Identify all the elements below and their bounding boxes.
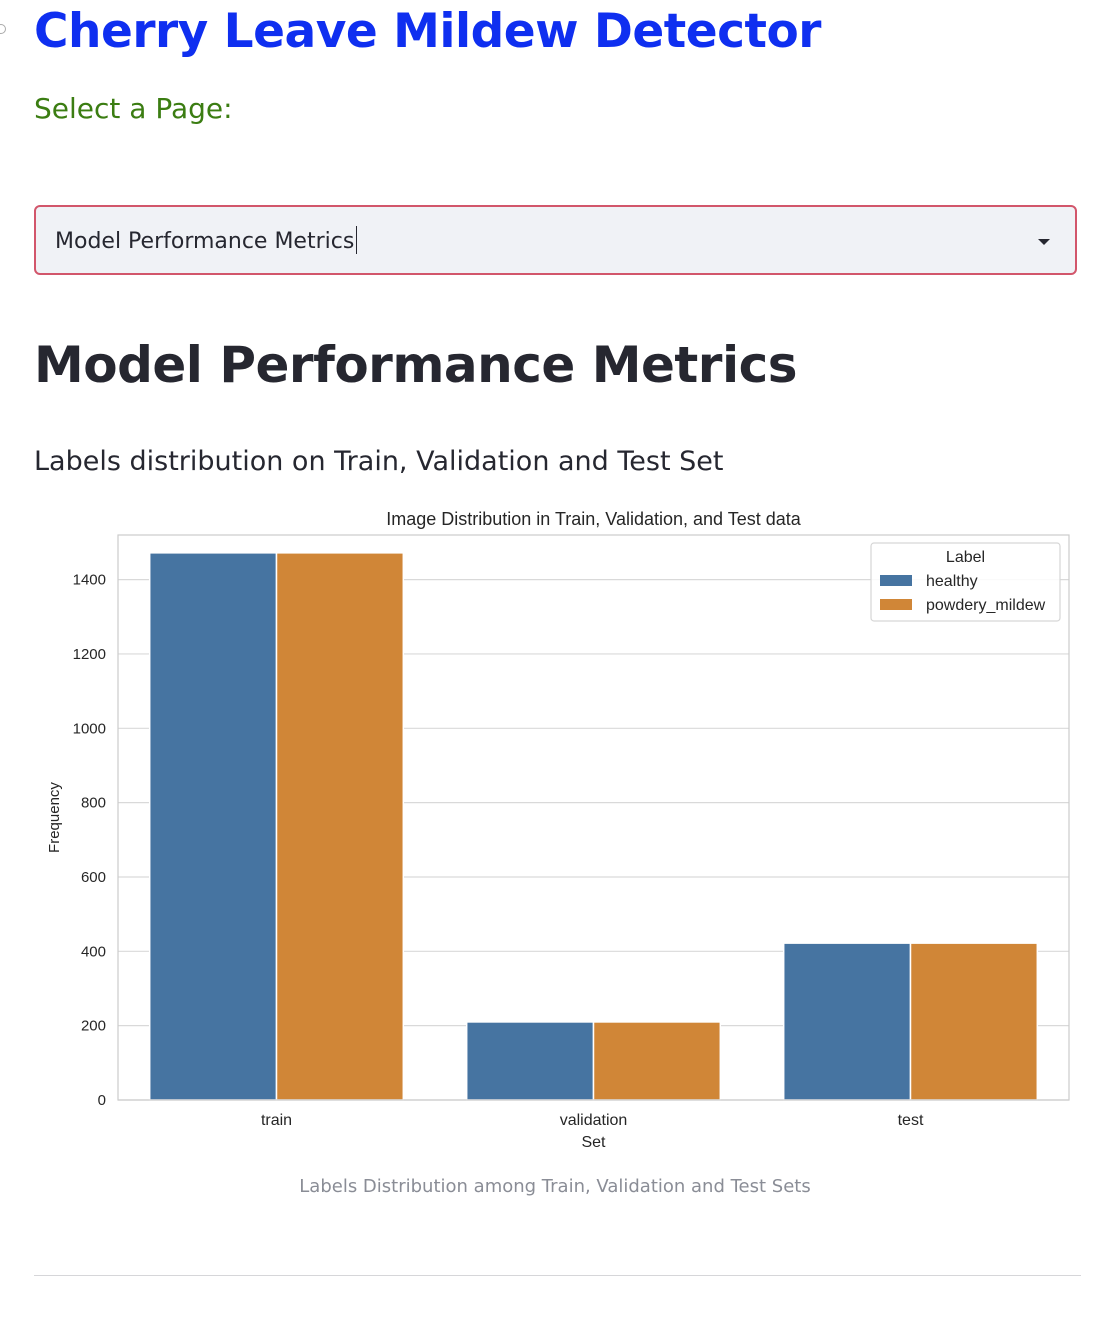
x-tick-label: validation [560,1112,628,1129]
legend-swatch-powdery_mildew [880,599,912,610]
y-tick-label: 1400 [73,572,106,589]
plot-frame [117,534,1070,1101]
legend-label: healthy [926,573,978,590]
legend-swatch-healthy [880,575,912,586]
select-page-label: Select a Page: [34,92,233,125]
x-tick-label: train [261,1112,292,1129]
bar-healthy-validation [465,1021,595,1101]
legend-label: powdery_mildew [926,597,1046,614]
y-tick-label: 600 [81,869,106,886]
y-tick-label: 0 [98,1092,106,1109]
label-distribution-chart: 0 200 400 600 800 1000 1200 1400 train validation… [46,509,1070,1151]
text-cursor [356,226,358,254]
y-tick-label: 1200 [73,646,106,663]
y-tick-label: 800 [81,795,106,812]
bar-powdery_mildew-validation [592,1021,722,1101]
chevron-down-icon[interactable] [1038,239,1050,245]
section-divider [34,1275,1081,1276]
bar-healthy-train [148,552,278,1101]
legend-box [870,542,1061,622]
y-tick-label: 1000 [73,720,106,737]
section-heading: Labels distribution on Train, Validation… [34,446,724,477]
x-tick-label: test [898,1112,924,1129]
y-axis-label: Frequency [46,782,63,853]
page-select-value[interactable]: Model Performance Metrics [55,226,358,256]
y-tick-label: 200 [81,1018,106,1035]
chart-title: Image Distribution in Train, Validation,… [386,509,802,529]
bar-powdery_mildew-train [275,552,405,1101]
figure-caption: Labels Distribution among Train, Validat… [299,1176,811,1197]
legend-title: Label [946,549,985,566]
page-heading: Model Performance Metrics [34,336,798,394]
x-axis-label: Set [581,1134,606,1151]
page-select-dropdown[interactable]: Model Performance Metrics [34,205,1077,275]
page-select-value-text: Model Performance Metrics [55,229,355,254]
y-tick-label: 400 [81,943,106,960]
app-title: Cherry Leave Mildew Detector [34,4,821,59]
bar-healthy-test [782,942,912,1101]
sidebar-toggle-indicator[interactable] [0,24,6,34]
bar-powdery_mildew-test [909,942,1039,1101]
